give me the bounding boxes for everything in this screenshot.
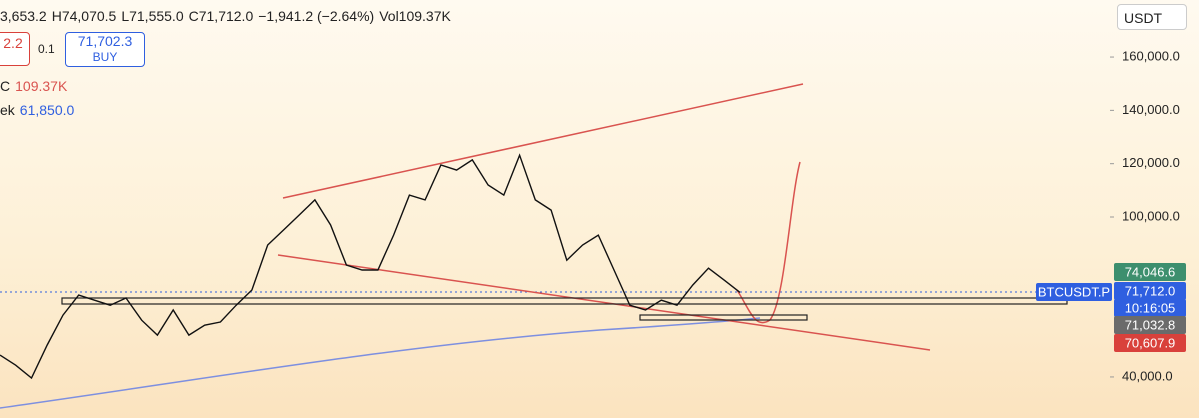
open: 3,653.2 [0, 8, 47, 24]
y-tick-label: 160,000.0 [1122, 48, 1180, 63]
price-tag-bg [1114, 263, 1186, 281]
indicator-name: C [0, 78, 11, 94]
buy-button[interactable]: 71,702.3 BUY [65, 32, 145, 67]
support-zone [61, 297, 1068, 305]
price-tag-label: 71,712.0 [1125, 283, 1176, 298]
buy-price: 71,702.3 [77, 33, 133, 49]
support-zone [639, 314, 808, 321]
change: −1,941.2 (−2.64%) [258, 8, 375, 24]
symbol-tag-bg [1036, 283, 1112, 301]
price-tag: 10:16:05 [1114, 299, 1186, 317]
price-tag: 71,712.0 [1114, 282, 1186, 300]
moving-average [0, 317, 761, 409]
price-tag: 70,607.9 [1114, 334, 1186, 352]
sell-price: 2.2 [3, 35, 23, 51]
price-series [0, 153, 741, 380]
price-tag: 71,032.8 [1114, 316, 1186, 334]
indicator-value: 109.37K [15, 78, 68, 94]
price-tag-label: 74,046.6 [1125, 264, 1176, 279]
y-tick-label: 140,000.0 [1122, 102, 1180, 117]
volume: Vol109.37K [379, 8, 451, 24]
close: C71,712.0 [188, 8, 254, 24]
currency-select[interactable]: USDT [1117, 4, 1187, 30]
symbol-tag: BTCUSDT.P [1036, 283, 1112, 301]
indicator: C 109.37K [0, 78, 72, 94]
trendline [277, 254, 931, 351]
projection [736, 161, 801, 324]
price-tag-bg [1114, 316, 1186, 334]
price-tag-label: 70,607.9 [1125, 335, 1176, 350]
indicator-value: 61,850.0 [19, 102, 75, 118]
price-tag-label: 10:16:05 [1125, 300, 1176, 315]
price-tag-label: 71,032.8 [1125, 317, 1176, 332]
y-tick-label: 100,000.0 [1122, 208, 1180, 223]
price-tag-bg [1114, 334, 1186, 352]
price-tag: 74,046.6 [1114, 263, 1186, 281]
ohlc-bar: 3,653.2 H74,070.5 L71,555.0 C71,712.0 −1,941… [0, 8, 456, 24]
high: H74,070.5 [51, 8, 117, 24]
y-tick-label: 120,000.0 [1122, 155, 1180, 170]
price-tag-bg [1114, 299, 1186, 317]
symbol-label: BTCUSDT.P [1038, 284, 1110, 299]
price-axis: 160,000.0 140,000.0 120,000.0 100,000.0 40,0… [1036, 48, 1186, 383]
sell-button[interactable]: 2.2 [0, 32, 30, 66]
low: L71,555.0 [121, 8, 184, 24]
quantity[interactable]: 0.1 [38, 42, 55, 56]
price-tag-bg [1114, 282, 1186, 300]
plot [0, 153, 741, 380]
indicator-name: ek [0, 102, 15, 118]
y-tick-label: 40,000.0 [1122, 368, 1173, 383]
buy-label: BUY [92, 50, 118, 64]
indicator: ek 61,850.0 [0, 102, 79, 118]
trendline [282, 83, 804, 199]
